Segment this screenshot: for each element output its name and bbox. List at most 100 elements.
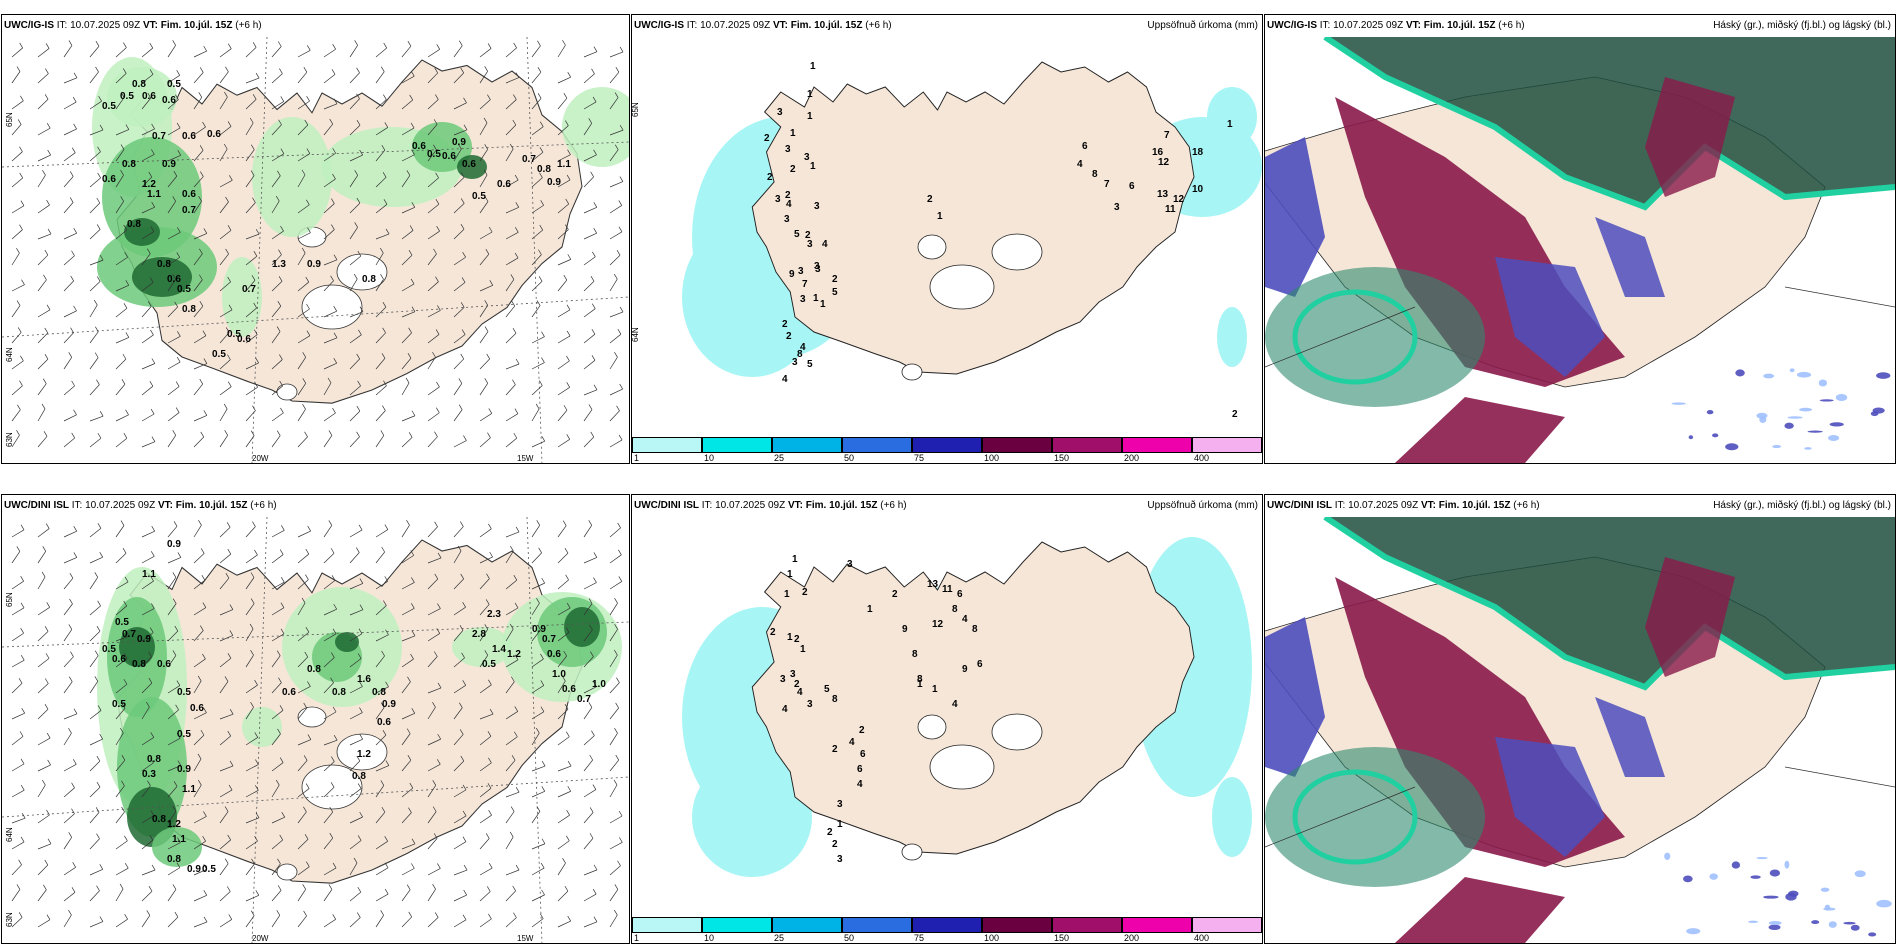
wind-barb-feather (19, 731, 24, 737)
wind-barb-feather (172, 884, 177, 890)
wind-barb-feather (593, 46, 598, 52)
wind-barb-feather (203, 811, 207, 817)
wind-barb (115, 384, 126, 396)
wind-barb (427, 253, 437, 266)
precip-area (1207, 87, 1257, 147)
wind-barb-feather (436, 381, 440, 388)
wind-barb (323, 435, 333, 448)
value-label: 0.5 (427, 149, 441, 160)
wind-barb (297, 308, 310, 318)
longitude-label: 15W (517, 934, 534, 943)
wind-barb-feather (566, 382, 571, 388)
cloud-fragment (1725, 443, 1739, 451)
wind-barb-feather (227, 730, 232, 737)
wind-barb (115, 201, 124, 214)
wind-barb-feather (410, 550, 415, 556)
wind-barb-feather (279, 354, 283, 360)
wind-barb (531, 98, 542, 110)
wind-barb-feather (332, 706, 337, 713)
value-label: 3 (837, 799, 843, 810)
wind-barb (375, 149, 386, 162)
wind-barb (401, 608, 415, 616)
wind-barb-feather (302, 352, 307, 358)
init-time-label: IT: (1334, 500, 1346, 511)
wind-barb-feather (590, 431, 595, 438)
wind-barb-feather (380, 702, 385, 708)
wind-barb (323, 203, 335, 214)
wind-barb-feather (410, 653, 414, 660)
wind-barb (505, 869, 520, 876)
wind-barb-feather (43, 431, 48, 437)
wind-barb (401, 311, 416, 318)
wind-barb-feather (541, 760, 546, 767)
wind-barb (115, 840, 128, 850)
wind-barb (401, 712, 415, 720)
wind-barb (323, 280, 334, 292)
wind-barb-feather (588, 520, 593, 526)
wind-barb-feather (411, 863, 415, 869)
wind-barb (219, 765, 234, 772)
wind-barb-feather (227, 121, 232, 127)
wind-barb (349, 840, 362, 850)
wind-barb (609, 733, 618, 746)
value-label: 3 (814, 201, 820, 212)
wind-barb-feather (381, 353, 386, 359)
value-label: 1.4 (492, 644, 506, 655)
value-label: 8 (797, 349, 803, 360)
wind-barb-feather (331, 652, 335, 658)
value-label: 0.6 (182, 131, 196, 142)
wind-barb-feather (566, 174, 571, 181)
wind-barb (583, 232, 597, 240)
wind-barb-feather (592, 251, 596, 257)
wind-barb-feather (96, 197, 101, 204)
wind-barb (297, 357, 307, 370)
wind-barb (219, 553, 232, 564)
wind-barb (245, 435, 255, 448)
wind-barb (453, 383, 463, 396)
wind-barb (401, 230, 414, 240)
wind-barb (505, 607, 519, 616)
wind-barb-feather (255, 357, 259, 364)
wind-barb-feather (614, 909, 618, 916)
wind-barb-feather (280, 628, 285, 634)
wind-barb (141, 737, 154, 746)
wind-barb (37, 631, 49, 642)
wind-barb-feather (96, 782, 101, 788)
wind-barb (167, 526, 178, 538)
value-label: 7 (1164, 130, 1170, 141)
wind-barb (349, 334, 362, 344)
wind-barb-feather (41, 571, 46, 578)
wind-barb-feather (96, 276, 101, 282)
wind-barb-feather (381, 807, 386, 813)
wind-barb-feather (484, 196, 489, 202)
value-label: 9 (962, 664, 968, 675)
wind-barb (375, 785, 385, 798)
wind-barb (89, 259, 104, 266)
wind-barb-feather (253, 251, 258, 257)
wind-barb-feather (307, 525, 311, 532)
wind-barb-feather (565, 574, 569, 581)
wind-barb-feather (593, 227, 598, 234)
wind-barb-feather (384, 576, 389, 582)
wind-barb-feather (616, 677, 620, 683)
wind-barb (115, 414, 129, 422)
wind-barb (453, 789, 467, 798)
colorbar-swatch (982, 917, 1052, 933)
wind-barb (531, 204, 544, 214)
wind-barb-feather (250, 572, 255, 578)
wind-barb (193, 734, 205, 746)
wind-barb (583, 176, 594, 188)
wind-barb-feather (47, 759, 51, 766)
wind-barb-feather (589, 624, 593, 631)
wind-barb (219, 811, 229, 824)
wind-barb (297, 739, 312, 746)
value-label: 0.8 (132, 659, 146, 670)
value-label: 3 (780, 674, 786, 685)
wind-barb (479, 437, 491, 448)
wind-barb-feather (330, 275, 334, 281)
wind-barb (167, 75, 180, 84)
cloud-fragment (1796, 371, 1812, 378)
wind-barb (479, 814, 492, 824)
low-cloud-area (1265, 267, 1485, 407)
wind-barb (401, 437, 413, 448)
